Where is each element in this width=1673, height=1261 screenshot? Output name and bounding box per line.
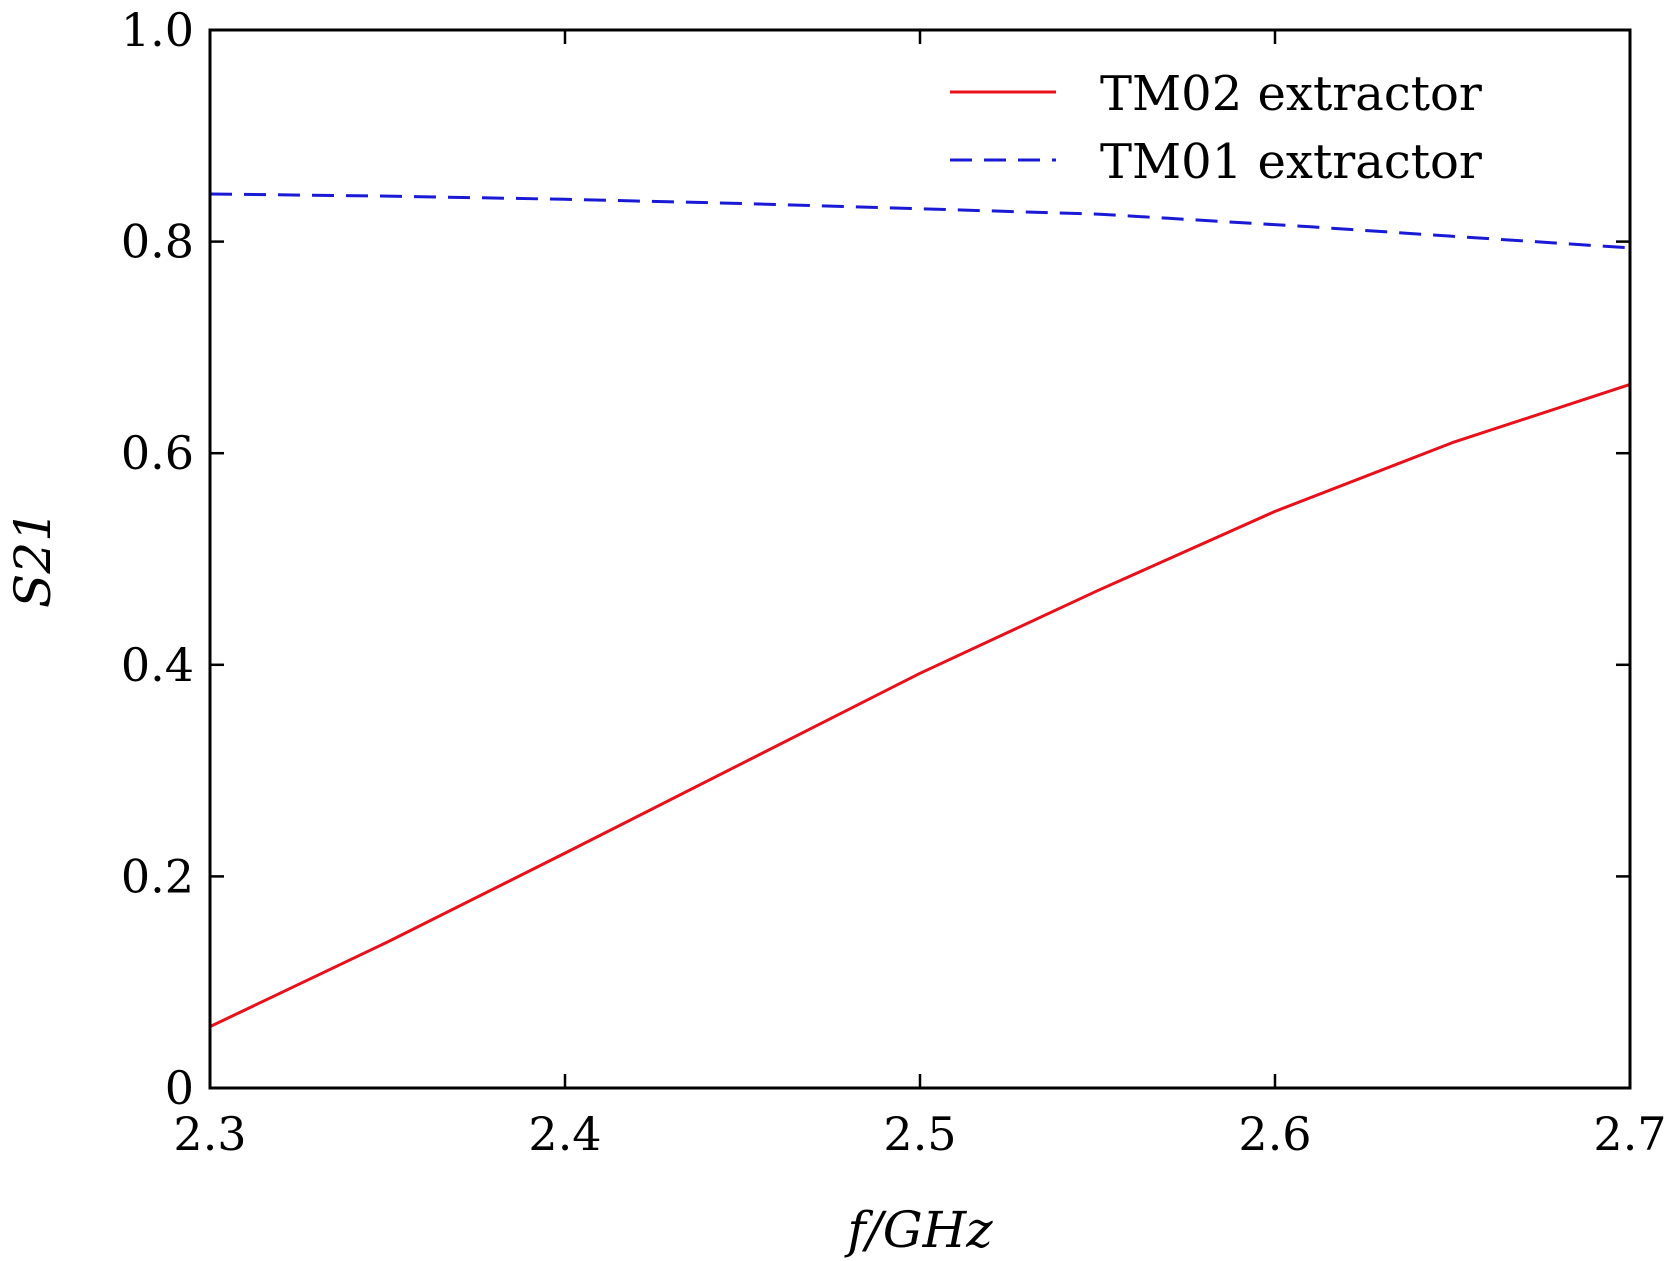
legend-label-tm01: TM01 extractor [1100,134,1482,190]
x-axis-title: f/GHz [843,1201,993,1259]
legend: TM02 extractor TM01 extractor [950,66,1482,190]
legend-label-tm02: TM02 extractor [1100,66,1482,122]
x-tick-label: 2.6 [1238,1107,1311,1161]
series-line-0 [209,382,1631,1028]
y-axis-title: S21 [4,510,62,608]
x-tick-label: 2.4 [528,1107,601,1161]
x-tick-label: 2.3 [173,1107,246,1161]
tick-layer: 2.3 2.4 2.5 2.6 2.7 0 0.2 0.4 0.6 0.8 1.0 [121,3,1667,1161]
y-tick-label: 0 [165,1061,194,1115]
y-tick-label: 0.8 [121,215,194,269]
y-tick-label: 0.2 [121,849,194,903]
x-tick-label: 2.7 [1593,1107,1666,1161]
series-line-1 [209,192,1631,250]
series-layer [209,192,1631,1028]
plot-frame [208,28,1632,1090]
y-tick-label: 0.6 [121,426,194,480]
x-tick-label: 2.5 [883,1107,956,1161]
y-tick-label: 0.4 [121,638,194,692]
y-tick-label: 1.0 [121,3,194,57]
